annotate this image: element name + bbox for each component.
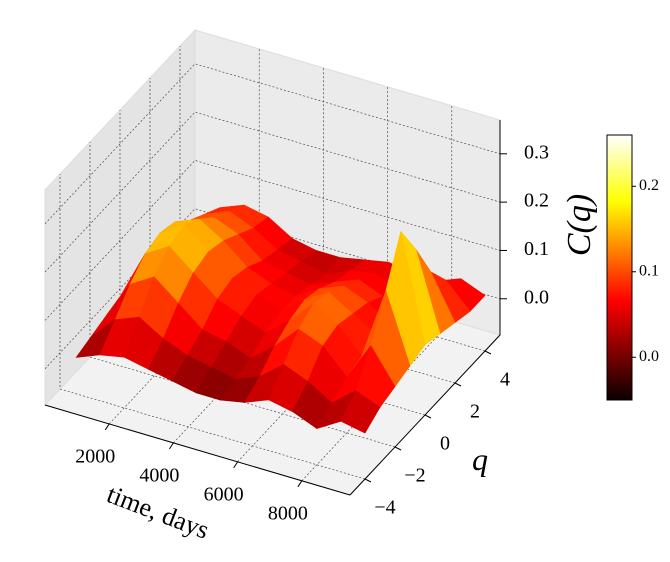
colorbar-tick-label: 0.1 <box>639 262 659 279</box>
x-tick <box>169 442 174 450</box>
surface-patch <box>340 390 381 434</box>
colorbar-tick-label: 0.2 <box>639 177 659 194</box>
y-tick <box>454 382 462 387</box>
x-tick <box>297 480 303 488</box>
x-tick-label: 4000 <box>139 464 179 486</box>
x-tick <box>233 461 239 469</box>
y-tick <box>424 414 432 419</box>
x-axis-label: time, days <box>103 479 213 544</box>
grid-line <box>44 63 501 225</box>
y-tick-label: 0 <box>440 433 450 455</box>
grid-line <box>89 142 396 448</box>
grid-line <box>59 174 366 480</box>
colorbar-ticks: 0.0 0.1 0.2 <box>632 177 659 365</box>
grid-line <box>149 78 456 384</box>
y-tick <box>364 478 372 483</box>
y-tick-label: −4 <box>374 497 395 519</box>
y-tick-label: 2 <box>470 401 480 423</box>
axis-line <box>44 404 351 496</box>
z-tick-label: 0.3 <box>524 141 549 163</box>
grid-line <box>301 105 453 482</box>
y-tick-label: −2 <box>404 465 425 487</box>
grid-line <box>119 110 426 416</box>
axis-line <box>349 334 501 496</box>
y-tick <box>394 446 402 451</box>
colorbar-tick-label: 0.0 <box>639 348 659 365</box>
grid-line <box>44 208 501 370</box>
x-tick-label: 2000 <box>75 446 115 468</box>
z-tick-label: 0.0 <box>524 286 549 308</box>
z-axis-label: C(q) <box>561 194 598 256</box>
y-axis-label: q <box>472 441 488 477</box>
y-tick-label: 4 <box>500 369 510 391</box>
grid-line <box>179 46 486 352</box>
z-tick-label: 0.1 <box>524 238 549 260</box>
x-tick-label: 8000 <box>268 502 308 524</box>
surface <box>75 204 486 434</box>
colorbar <box>606 134 633 401</box>
z-tick-label: 0.2 <box>524 190 549 212</box>
x-tick-label: 6000 <box>204 483 244 505</box>
grid-line <box>44 160 501 321</box>
grid-line <box>44 111 501 273</box>
axes: 2000 4000 6000 8000 −4 −2 024 0.0 0.1 0.2 0.3 <box>44 120 549 524</box>
x-tick <box>104 423 110 431</box>
y-tick <box>484 350 492 355</box>
